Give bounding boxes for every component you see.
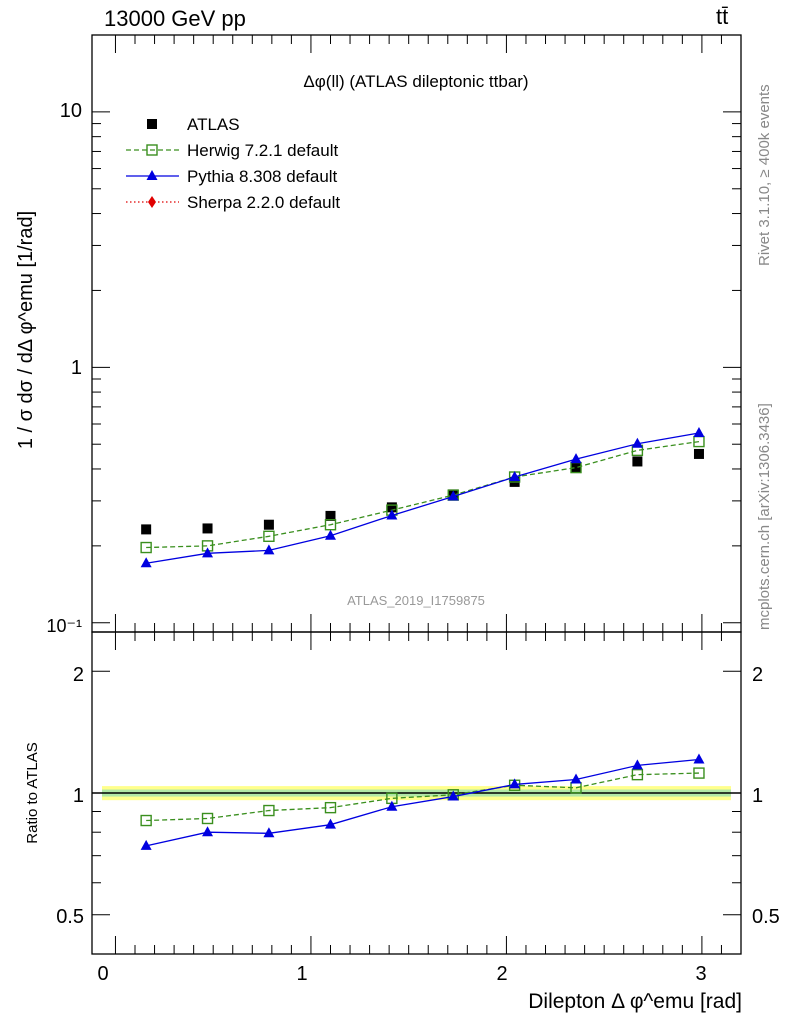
series-herwig-7-2-1-default (140, 435, 705, 554)
process-label: tt̄ (716, 4, 729, 29)
data-point (140, 814, 152, 827)
ratio-y-tick-label-0.5-right: 0.5 (752, 906, 780, 928)
x-tick-label-0: 0 (97, 963, 108, 985)
data-point (140, 839, 152, 850)
series-herwig-7-2-1-default (140, 767, 705, 827)
legend-label: ATLAS (187, 115, 240, 134)
series-line (146, 772, 699, 822)
data-point (263, 804, 275, 817)
ratio-y-tick-label-0.5: 0.5 (56, 906, 84, 928)
data-point (570, 773, 582, 784)
data-point (140, 557, 152, 568)
data-point (325, 510, 336, 521)
main-panel: Δφ(ll) (ATLAS dileptonic ttbar) ATLAS_20… (15, 34, 742, 636)
main-y-tick-label-0.1: 10⁻¹ (46, 616, 82, 636)
data-point (693, 427, 705, 438)
plot-title: Δφ(ll) (ATLAS dileptonic ttbar) (303, 72, 528, 91)
legend: ATLAS Herwig 7.2.1 default Pythia 8.308 de… (126, 115, 340, 212)
data-point (202, 547, 214, 558)
series-line (146, 758, 700, 847)
data-point (147, 119, 157, 129)
main-y-tick-label-1: 1 (71, 357, 82, 379)
series-pythia-8-308-default (140, 427, 705, 568)
main-y-axis-label: 1 / σ dσ / dΔ φ^emu [1/rad] (15, 211, 37, 449)
legend-label: Herwig 7.2.1 default (187, 141, 338, 160)
legend-label: Sherpa 2.2.0 default (187, 193, 340, 212)
data-point (693, 753, 705, 764)
data-point (632, 456, 643, 467)
ratio-y-tick-label-1: 1 (73, 785, 84, 807)
data-point (386, 800, 398, 811)
data-point (570, 453, 582, 464)
data-point (263, 530, 275, 542)
data-point (324, 801, 337, 814)
data-point (447, 790, 459, 801)
ratio-axis-ticks (92, 632, 741, 955)
data-point (141, 524, 152, 535)
ratio-y-tick-label-2-right: 2 (752, 664, 763, 686)
data-point (447, 490, 459, 501)
data-point (263, 519, 274, 530)
data-point (693, 448, 704, 459)
data-point (324, 529, 336, 540)
data-point (631, 768, 644, 781)
data-point (509, 778, 521, 789)
data-point (693, 767, 705, 779)
data-point (324, 519, 337, 531)
main-y-tick-label-10: 10 (60, 100, 82, 122)
data-point (386, 509, 398, 520)
data-point (140, 541, 152, 554)
data-point (201, 812, 214, 825)
analysis-watermark: ATLAS_2019_I1759875 (347, 593, 485, 608)
series-line (146, 432, 700, 564)
x-tick-label-2: 2 (496, 963, 507, 985)
data-point (202, 826, 214, 837)
series-line (146, 440, 700, 549)
x-axis-label: Dilepton Δ φ^emu [rad] (528, 990, 742, 1013)
ratio-uncertainty-band (92, 786, 741, 801)
data-point (146, 144, 158, 156)
data-point (631, 437, 643, 448)
x-tick-label-3: 3 (695, 963, 706, 985)
data-point (631, 759, 643, 770)
x-tick-label-1: 1 (296, 963, 307, 985)
data-point (509, 471, 521, 482)
main-axis-ticks (92, 34, 741, 632)
data-point (146, 170, 158, 180)
ratio-y-tick-label-2: 2 (73, 664, 84, 686)
data-point (571, 462, 582, 473)
ratio-series-layer (140, 753, 705, 850)
ratio-panel: Ratio to ATLAS 2 1 0.5 2 1 0.5 0 1 2 3 D… (24, 631, 780, 1013)
series-pythia-8-308-default (140, 753, 705, 850)
beam-energy-label: 13000 GeV pp (104, 6, 246, 31)
ratio-y-tick-label-1-right: 1 (752, 785, 763, 807)
data-point (148, 196, 156, 208)
ratio-y-axis-label: Ratio to ATLAS (24, 742, 41, 843)
data-point (263, 827, 275, 838)
series-atlas (141, 448, 704, 535)
main-series-layer (140, 427, 705, 568)
data-point (202, 523, 213, 534)
data-point (386, 502, 397, 513)
data-point (263, 544, 275, 555)
legend-label: Pythia 8.308 default (187, 167, 338, 186)
data-point (324, 818, 336, 829)
